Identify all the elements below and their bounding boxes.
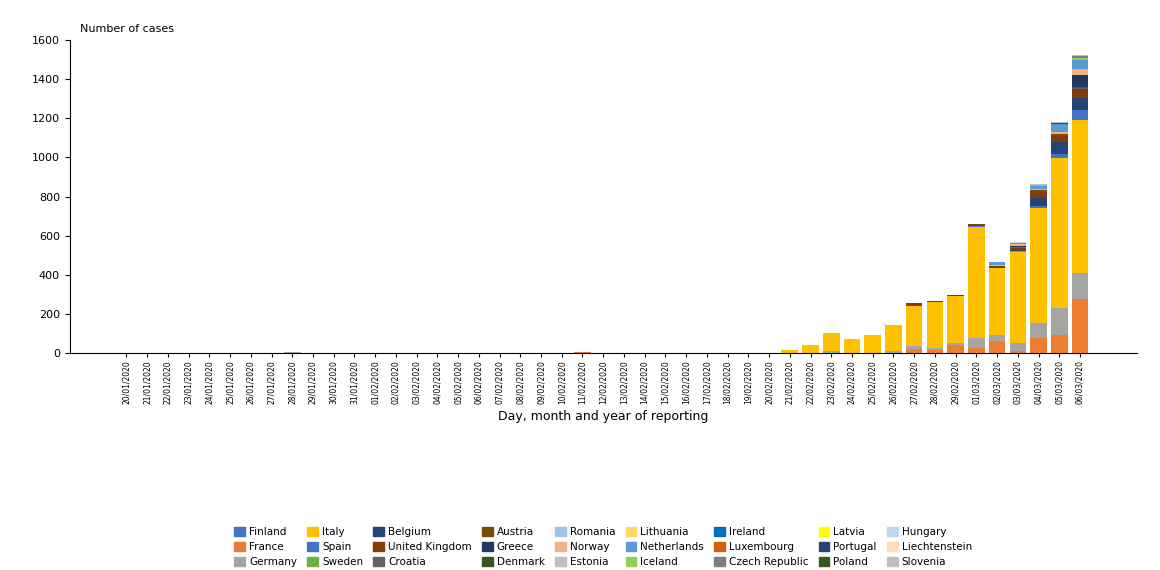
Bar [1009,246,1027,247]
Bar [1051,135,1067,136]
Bar [969,224,985,226]
Bar [948,296,964,343]
Bar [1030,190,1046,192]
Bar [906,349,922,353]
Bar [1072,89,1088,98]
Bar [1009,244,1027,246]
Bar [969,337,985,348]
Bar [1072,75,1088,87]
Bar [1009,351,1027,353]
Bar [1072,273,1088,299]
Bar [1072,55,1088,56]
Bar [574,352,590,353]
Bar [988,262,1006,265]
Bar [1051,154,1067,158]
Bar [1009,252,1027,343]
Bar [1030,323,1046,337]
Bar [1072,110,1088,120]
Bar [906,303,922,306]
Bar [1051,335,1067,353]
Bar [948,345,964,353]
Bar [988,265,1006,266]
Bar [1072,56,1088,58]
Bar [1030,337,1046,353]
Bar [1072,60,1088,69]
Bar [1051,142,1067,154]
Bar [927,349,943,353]
Bar [1051,124,1067,132]
Bar [1030,186,1046,189]
Bar [803,345,819,353]
Bar [927,301,943,302]
Bar [1072,69,1088,75]
Bar [927,348,943,349]
Bar [1009,343,1027,351]
Bar [284,352,300,353]
Bar [1051,158,1067,308]
Bar [1051,122,1067,123]
Bar [969,227,985,337]
Bar [988,268,1006,335]
Bar [1072,120,1088,273]
Bar [1072,87,1088,88]
Bar [906,346,922,349]
Bar [782,350,798,353]
Bar [988,341,1006,353]
Bar [1051,134,1067,135]
Bar [822,351,840,353]
Bar [948,295,964,296]
Bar [988,335,1006,341]
Bar [1051,308,1067,335]
Bar [1030,206,1046,208]
Bar [948,343,964,345]
X-axis label: Day, month and year of reporting: Day, month and year of reporting [498,410,709,423]
Bar [1030,189,1046,190]
Text: Number of cases: Number of cases [80,23,174,34]
Bar [1030,184,1046,185]
Bar [1072,299,1088,353]
Bar [1030,185,1046,186]
Bar [1051,132,1067,133]
Bar [906,306,922,346]
Bar [1072,98,1088,110]
Bar [843,339,861,353]
Legend: Finland, France, Germany, Italy, Spain, Sweden, Belgium, United Kingdom, Croatia: Finland, France, Germany, Italy, Spain, … [230,522,977,570]
Bar [864,335,880,353]
Bar [1009,251,1027,252]
Bar [885,325,901,351]
Bar [1030,198,1046,206]
Bar [1009,250,1027,251]
Bar [1030,192,1046,198]
Bar [1072,58,1088,60]
Bar [822,333,840,351]
Bar [1030,208,1046,323]
Bar [885,351,901,353]
Bar [927,302,943,348]
Bar [1009,247,1027,250]
Bar [1051,136,1067,142]
Bar [1009,243,1027,244]
Bar [969,348,985,353]
